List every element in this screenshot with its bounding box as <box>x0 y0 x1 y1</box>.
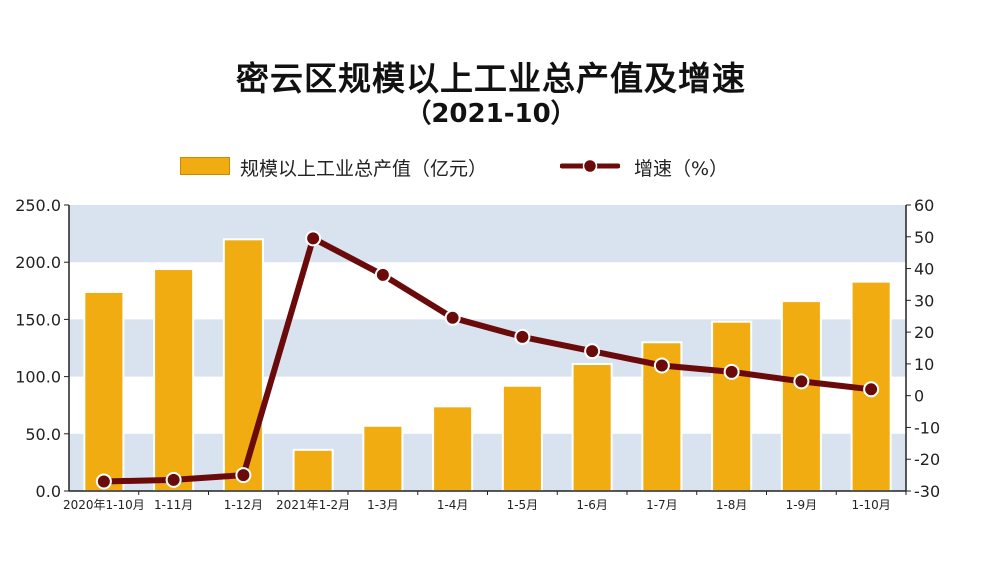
grid-band <box>69 433 906 491</box>
y-right-tick-label: 50 <box>914 228 934 247</box>
chart-subtitle: （2021-10） <box>405 99 577 129</box>
y-right-tick-label: 0 <box>914 387 924 406</box>
y-left-tick-label: 250.0 <box>15 196 61 215</box>
legend-line-label: 增速（%） <box>634 158 729 180</box>
grid-band <box>69 205 906 263</box>
growth-point <box>444 309 461 326</box>
y-right-tick-label: -20 <box>914 450 940 469</box>
x-tick-label: 1-8月 <box>716 498 748 512</box>
bar <box>780 300 822 493</box>
bar <box>432 405 474 492</box>
y-left-tick-label: 0.0 <box>36 482 61 501</box>
y-right-tick-label: 20 <box>914 323 934 342</box>
growth-point <box>584 343 601 360</box>
growth-point <box>863 381 880 398</box>
legend-bar-label: 规模以上工业总产值（亿元） <box>240 158 488 180</box>
x-tick-label: 1-4月 <box>437 498 469 512</box>
x-tick-label: 1-5月 <box>507 498 539 512</box>
bar <box>153 268 195 492</box>
growth-point <box>165 471 182 488</box>
y-left-tick-label: 150.0 <box>15 310 61 329</box>
legend: 规模以上工业总产值（亿元） 增速（%） <box>0 152 982 182</box>
legend-line-swatch <box>560 158 620 174</box>
bar <box>362 424 404 492</box>
y-right-tick-label: 40 <box>914 260 934 279</box>
x-tick-label: 1-10月 <box>852 498 891 512</box>
growth-point <box>305 230 322 247</box>
x-tick-label: 1-12月 <box>224 498 263 512</box>
growth-point <box>723 363 740 380</box>
x-tick-label: 1-11月 <box>154 498 193 512</box>
bar <box>711 320 753 492</box>
y-right-tick-label: -30 <box>914 482 940 501</box>
y-left-tick-label: 50.0 <box>25 425 61 444</box>
x-tick-label: 1-3月 <box>367 498 399 512</box>
y-right-tick-label: 30 <box>914 291 934 310</box>
bar <box>222 238 264 492</box>
y-right-tick-label: -10 <box>914 418 940 437</box>
y-left-tick-label: 200.0 <box>15 253 61 272</box>
bar <box>83 290 125 492</box>
growth-point <box>374 266 391 283</box>
x-tick-label: 1-9月 <box>786 498 818 512</box>
growth-point <box>793 373 810 390</box>
y-left-tick-label: 100.0 <box>15 368 61 387</box>
growth-line <box>100 235 875 485</box>
chart-title: 密云区规模以上工业总产值及增速 <box>236 59 746 98</box>
growth-point <box>235 467 252 484</box>
x-tick-label: 2020年1-10月 <box>63 498 145 512</box>
growth-point <box>95 473 112 490</box>
bar <box>571 363 613 492</box>
growth-point <box>514 328 531 345</box>
bar <box>292 448 334 493</box>
legend-bar-swatch <box>180 157 230 175</box>
growth-point <box>653 357 670 374</box>
x-tick-label: 1-6月 <box>576 498 608 512</box>
y-right-tick-label: 10 <box>914 355 934 374</box>
bar <box>501 384 543 493</box>
x-tick-label: 2021年1-2月 <box>276 498 350 512</box>
x-tick-label: 1-7月 <box>646 498 678 512</box>
y-right-tick-label: 60 <box>914 196 934 215</box>
